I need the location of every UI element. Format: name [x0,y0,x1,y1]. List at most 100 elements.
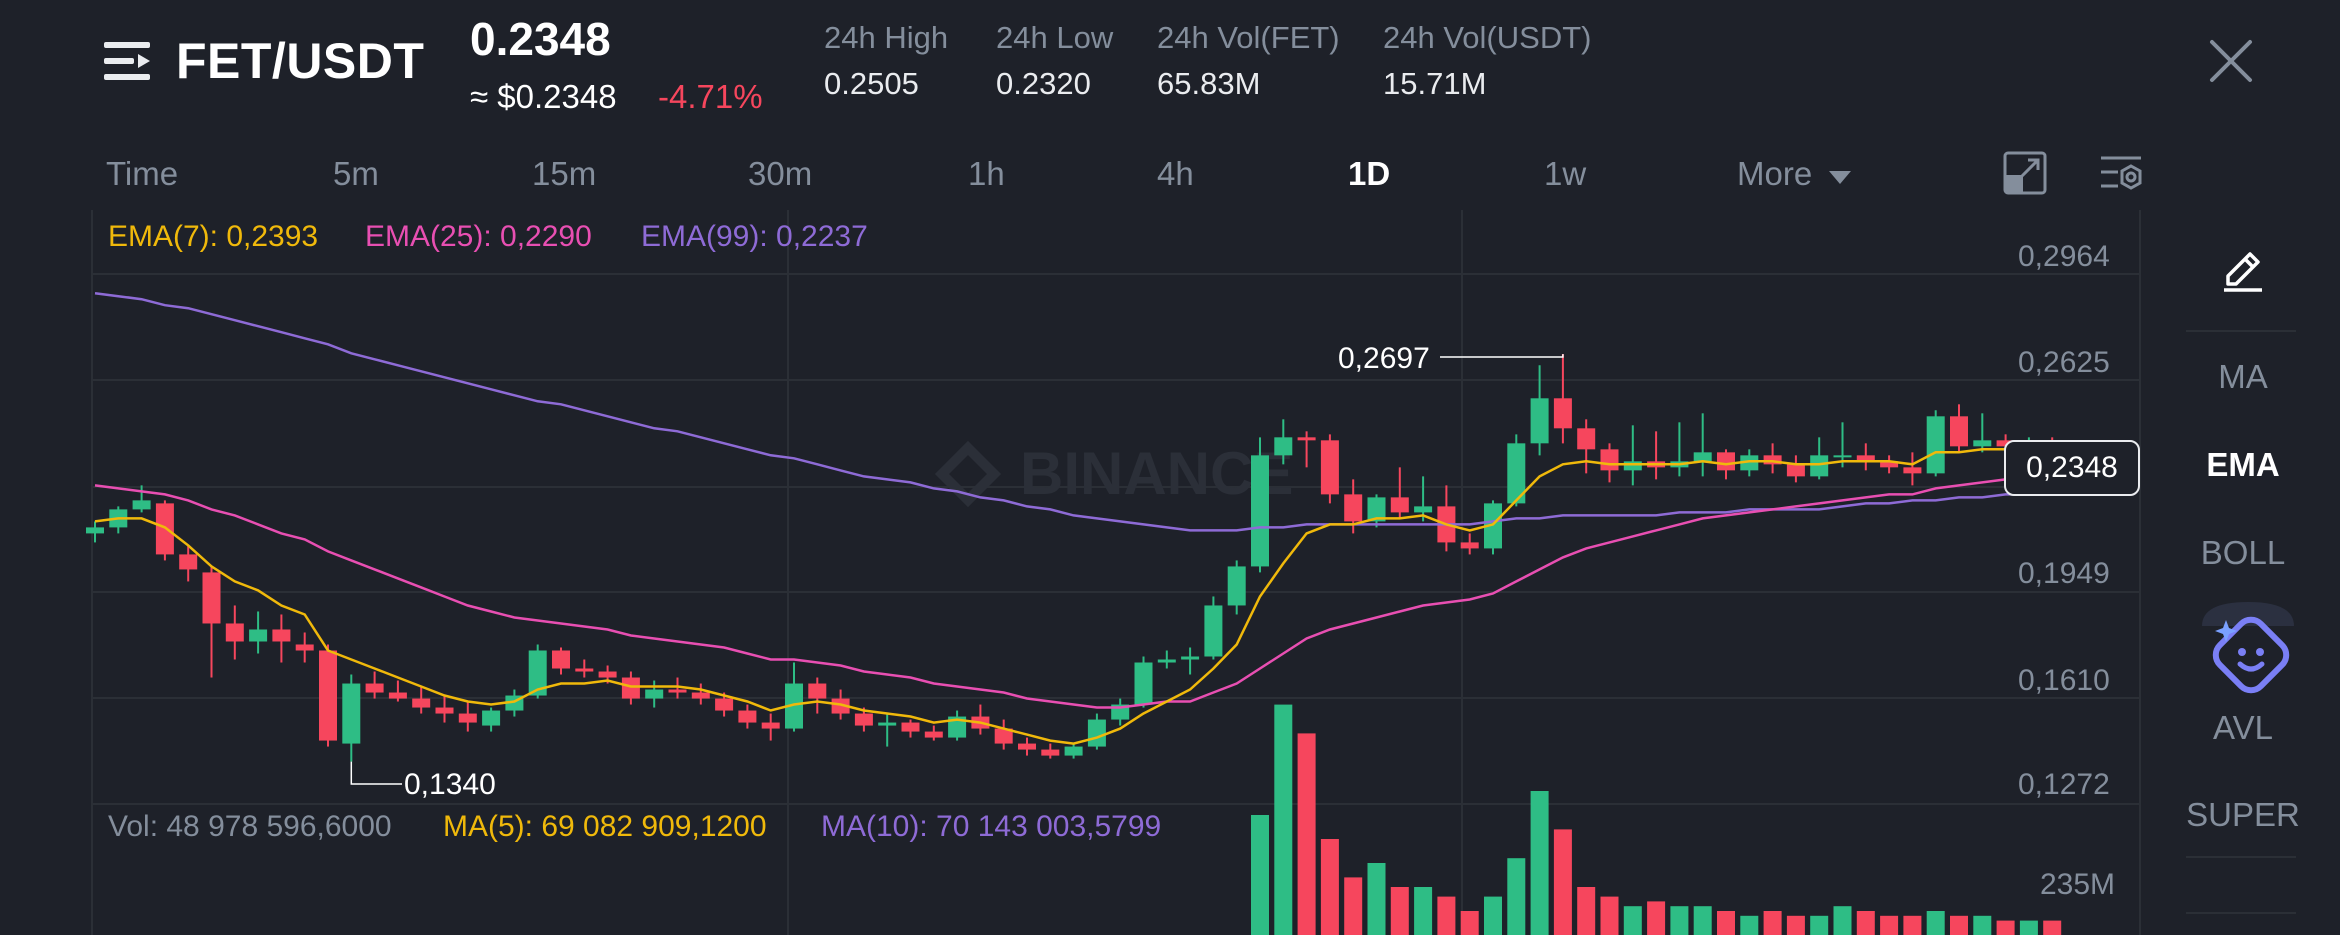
candle [1018,743,1036,750]
indicator-boll[interactable]: BOLL [2200,534,2286,571]
ai-assistant-icon[interactable] [2196,602,2300,698]
volume-bar [1530,791,1549,935]
volume-bar [1600,896,1619,935]
low-annotation: 0,1340 [404,768,496,801]
candle [621,677,640,699]
legend-vol-ma10: MA(10): 70 143 003,5799 [821,810,1162,843]
timeframe-1w[interactable]: 1w [1544,155,1587,192]
candle [1157,659,1176,663]
candle [1390,497,1409,513]
candle [1880,461,1899,468]
timeframe-4h[interactable]: 4h [1157,155,1194,192]
stat-value-vol-usdt: 15.71M [1383,66,1487,101]
candle [808,683,827,699]
indicator-avl[interactable]: AVL [2213,709,2273,746]
volume-bar [1437,896,1456,935]
legend-ema7: EMA(7): 0,2393 [108,220,319,253]
candle [1530,398,1549,444]
high-annotation-leader [1440,354,1564,358]
timeframe-30m[interactable]: 30m [748,155,813,192]
volume-bar [1903,915,1922,935]
candle [1577,428,1596,450]
volume-bar [1367,863,1386,935]
high-annotation: 0,2697 [1338,342,1430,375]
timeframe-5m[interactable]: 5m [333,155,379,192]
usd-price: ≈ $0.2348 [470,78,617,115]
candle [1717,452,1735,471]
candle [1367,497,1386,522]
candle [1087,719,1106,747]
volume-bar [1390,887,1409,935]
candle [482,710,501,726]
ema25-line [94,475,2053,709]
candle [1204,605,1223,657]
candle [365,683,384,693]
volume-bar [1833,906,1852,935]
indicator-super[interactable]: SUPER [2186,796,2300,833]
volume-bar [1740,915,1759,935]
fullscreen-icon[interactable] [2002,150,2048,196]
candle [878,722,897,726]
candle [412,698,431,708]
candle [1693,452,1712,462]
candle [528,650,547,696]
candle [691,692,710,699]
candle [831,698,850,714]
volume-bar [1880,915,1899,935]
candle [319,650,337,741]
volume-bar [1670,906,1689,935]
legend-ema25: EMA(25): 0,2290 [365,220,592,253]
low-annotation-leader [350,761,402,785]
volume-bar [1251,815,1269,935]
timeframe-1d[interactable]: 1D [1348,155,1391,192]
timeframe-1h[interactable]: 1h [968,155,1005,192]
volume-bar [1553,829,1572,935]
volume-bar [1950,915,1968,935]
volume-bar [1693,906,1712,935]
trading-pair[interactable]: FET/USDT [176,33,425,89]
candle [575,668,594,672]
candle [1973,440,1992,447]
candle [388,692,407,699]
price-axis-label: 0,2625 [2018,346,2110,379]
stat-value-low: 0.2320 [996,66,1091,101]
volume-bar [1647,901,1666,935]
indicator-ma[interactable]: MA [2218,358,2268,395]
price-chart[interactable]: BINANCE [0,210,2160,935]
candle [1856,455,1875,462]
price-axis-label: 0,1272 [2018,768,2110,801]
candle [1274,437,1293,456]
close-icon[interactable] [2208,38,2254,84]
watermark: BINANCE [934,440,1293,508]
indicator-ema[interactable]: EMA [2206,446,2280,483]
candle [668,689,687,693]
volume-bar [1414,887,1433,935]
candle [295,644,314,651]
price-axis-label: 0,1949 [2018,557,2110,590]
candle [1810,455,1829,477]
candle [1553,398,1572,429]
menu-icon[interactable] [102,38,154,84]
draw-pencil-icon[interactable] [2218,242,2268,292]
current-price-tag: 0,2348 [2004,440,2140,496]
sidebar-divider [2186,856,2296,858]
volume-bar [1996,920,2015,935]
price-change: -4.71% [658,78,763,115]
timeframe-15m[interactable]: 15m [532,155,597,192]
volume-bar [2019,920,2038,935]
stat-label-low: 24h Low [996,20,1114,55]
chart-settings-icon[interactable] [2098,150,2144,196]
last-price: 0.2348 [470,13,611,65]
timeframe-time[interactable]: Time [106,155,179,192]
candle [854,713,873,726]
candle [179,554,198,570]
candle [761,722,780,729]
volume-bar [1297,733,1316,935]
candle [1507,443,1526,504]
timeframe-more[interactable]: More [1737,155,1852,193]
watermark-text: BINANCE [1020,440,1293,507]
volume-bar [1786,915,1805,935]
volume-bar [1856,911,1875,935]
candle [1903,467,1922,474]
candle [785,683,803,729]
